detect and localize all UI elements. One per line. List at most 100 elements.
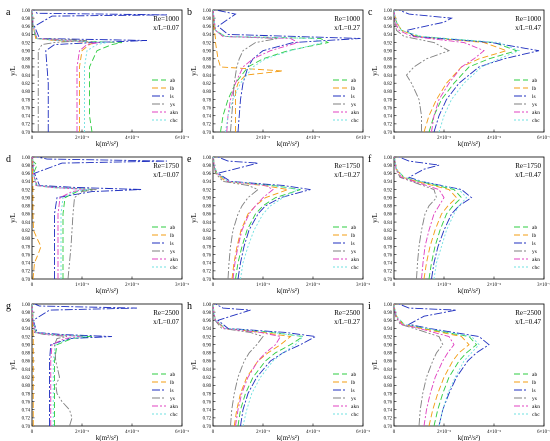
series-line-ab: [394, 157, 463, 279]
plot-frame: [31, 303, 183, 427]
x-axis-label: k(m²/s²): [458, 287, 481, 295]
series-line-ls: [398, 10, 540, 132]
series-line-ys: [394, 304, 444, 426]
legend-label-chc: chc: [532, 412, 540, 418]
y-tick-label: 0.74: [203, 409, 212, 414]
series-line-akn: [213, 304, 282, 426]
panel-subtitle: x/L=0.07: [153, 318, 179, 326]
x-tick-label: 3×10⁻³: [175, 282, 189, 288]
panel-subtitle: x/L=0.47: [515, 24, 541, 32]
x-tick-label: 3×10⁻³: [356, 282, 370, 288]
series-line-lb: [32, 304, 34, 426]
y-tick-label: 0.80: [384, 237, 393, 242]
series-line-ys: [213, 10, 279, 132]
series-line-ys: [32, 157, 98, 279]
legend-label-akn: akn: [351, 404, 359, 410]
series-line-chc: [32, 157, 90, 279]
y-tick-label: 0.96: [384, 319, 393, 324]
legend-label-lb: lb: [351, 233, 356, 239]
y-tick-label: 0.96: [203, 172, 212, 177]
y-tick-label: 0.92: [384, 41, 393, 46]
y-tick-label: 0.86: [203, 360, 212, 365]
y-tick-label: 0.88: [22, 205, 31, 210]
y-tick-label: 0.84: [203, 368, 212, 373]
legend-label-lb: lb: [532, 233, 537, 239]
series-line-akn: [32, 304, 83, 426]
legend-label-chc: chc: [351, 412, 359, 418]
panel-title: Re=2500: [153, 309, 179, 317]
legend-label-chc: chc: [170, 412, 178, 418]
y-tick-label: 0.90: [384, 343, 393, 348]
panel-label: b: [187, 7, 192, 18]
x-axis-label: k(m²/s²): [277, 434, 300, 441]
x-tick-label: 2×10⁻³: [437, 429, 451, 435]
panel-a: a 0.70 0.72 0.74 0.76 0.78 0.80 0.82 0.84 0.86 0.8…: [6, 7, 189, 148]
series-line-ab: [213, 304, 305, 426]
legend-label-ab: ab: [170, 372, 175, 378]
legend-label-ab: ab: [351, 225, 356, 231]
x-tick-label: 0: [31, 283, 34, 288]
panel-title: Re=1750: [334, 162, 360, 170]
panel-subtitle: x/L=0.27: [334, 171, 360, 179]
panel-subtitle: x/L=0.27: [334, 24, 360, 32]
legend-label-akn: akn: [170, 404, 178, 410]
y-tick-label: 1.00: [203, 156, 212, 161]
y-tick-label: 0.86: [203, 213, 212, 218]
y-tick-label: 0.84: [203, 221, 212, 226]
y-tick-label: 0.74: [384, 262, 393, 267]
series-line-akn: [213, 157, 274, 279]
legend-label-akn: akn: [532, 404, 540, 410]
series-line-chc: [213, 10, 325, 132]
series-line-akn: [32, 10, 100, 132]
legend-label-ab: ab: [532, 225, 537, 231]
x-tick-label: 6×10⁻³: [356, 429, 370, 435]
x-axis-label: k(m²/s²): [277, 140, 300, 148]
series-line-lb: [32, 10, 95, 132]
y-tick-label: 0.96: [384, 25, 393, 30]
series-line-chc: [213, 157, 300, 279]
panel-f: f 0.70 0.72 0.74 0.76 0.78 0.80 0.82 0.84 0.86 0.8…: [368, 154, 550, 295]
y-axis-label: y/L: [371, 360, 379, 370]
legend-label-lb: lb: [170, 86, 175, 92]
series-line-chc: [394, 157, 468, 279]
y-tick-label: 0.86: [384, 360, 393, 365]
panel-i: i 0.70 0.72 0.74 0.76 0.78 0.80 0.82 0.84 0.86 0.8…: [368, 301, 550, 441]
x-tick-label: 2×10⁻³: [75, 429, 89, 435]
legend-label-ls: ls: [170, 241, 174, 247]
y-tick-label: 0.70: [203, 131, 212, 136]
y-tick-label: 0.70: [22, 425, 31, 430]
y-tick-label: 0.88: [22, 352, 31, 357]
y-tick-label: 0.74: [22, 409, 31, 414]
y-tick-label: 0.72: [22, 270, 31, 275]
x-tick-label: 0: [31, 136, 34, 141]
y-tick-label: 0.82: [384, 229, 393, 234]
panel-label: g: [6, 301, 11, 312]
legend-label-lb: lb: [170, 233, 175, 239]
x-tick-label: 0: [212, 136, 215, 141]
panel-title: Re=1000: [515, 15, 541, 23]
panel-title: Re=1750: [153, 162, 179, 170]
panel-g: g 0.70 0.72 0.74 0.76 0.78 0.80 0.82 0.84 0.86 0.8…: [6, 301, 189, 441]
panel-title: Re=2500: [515, 309, 541, 317]
y-axis-label: y/L: [190, 213, 198, 223]
y-tick-label: 0.74: [203, 115, 212, 120]
y-tick-label: 0.86: [22, 66, 31, 71]
x-tick-label: 0: [212, 430, 215, 435]
y-tick-label: 0.98: [384, 311, 393, 316]
y-tick-label: 0.74: [22, 115, 31, 120]
y-tick-label: 0.78: [203, 245, 212, 250]
panel-title: Re=1750: [515, 162, 541, 170]
series-line-ys: [213, 304, 264, 426]
y-tick-label: 0.72: [384, 417, 393, 422]
y-tick-label: 0.70: [203, 278, 212, 283]
y-tick-label: 0.70: [22, 131, 31, 136]
y-tick-label: 0.90: [203, 49, 212, 54]
x-axis-label: k(m²/s²): [458, 434, 481, 441]
panel-label: e: [187, 154, 192, 165]
plot-frame: [31, 9, 183, 133]
y-tick-label: 0.78: [203, 392, 212, 397]
y-tick-label: 0.82: [384, 376, 393, 381]
legend-label-akn: akn: [170, 257, 178, 263]
legend-label-akn: akn: [351, 110, 359, 116]
